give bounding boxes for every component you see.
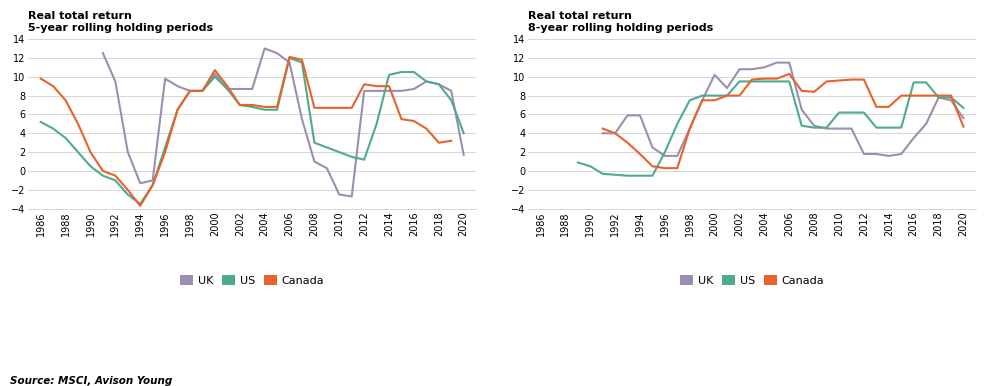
Legend: UK, US, Canada: UK, US, Canada [177, 273, 326, 288]
Legend: UK, US, Canada: UK, US, Canada [676, 273, 825, 288]
Text: Real total return
8-year rolling holding periods: Real total return 8-year rolling holding… [528, 11, 713, 33]
Text: Source: MSCI, Avison Young: Source: MSCI, Avison Young [10, 376, 172, 386]
Text: Real total return
5-year rolling holding periods: Real total return 5-year rolling holding… [29, 11, 213, 33]
